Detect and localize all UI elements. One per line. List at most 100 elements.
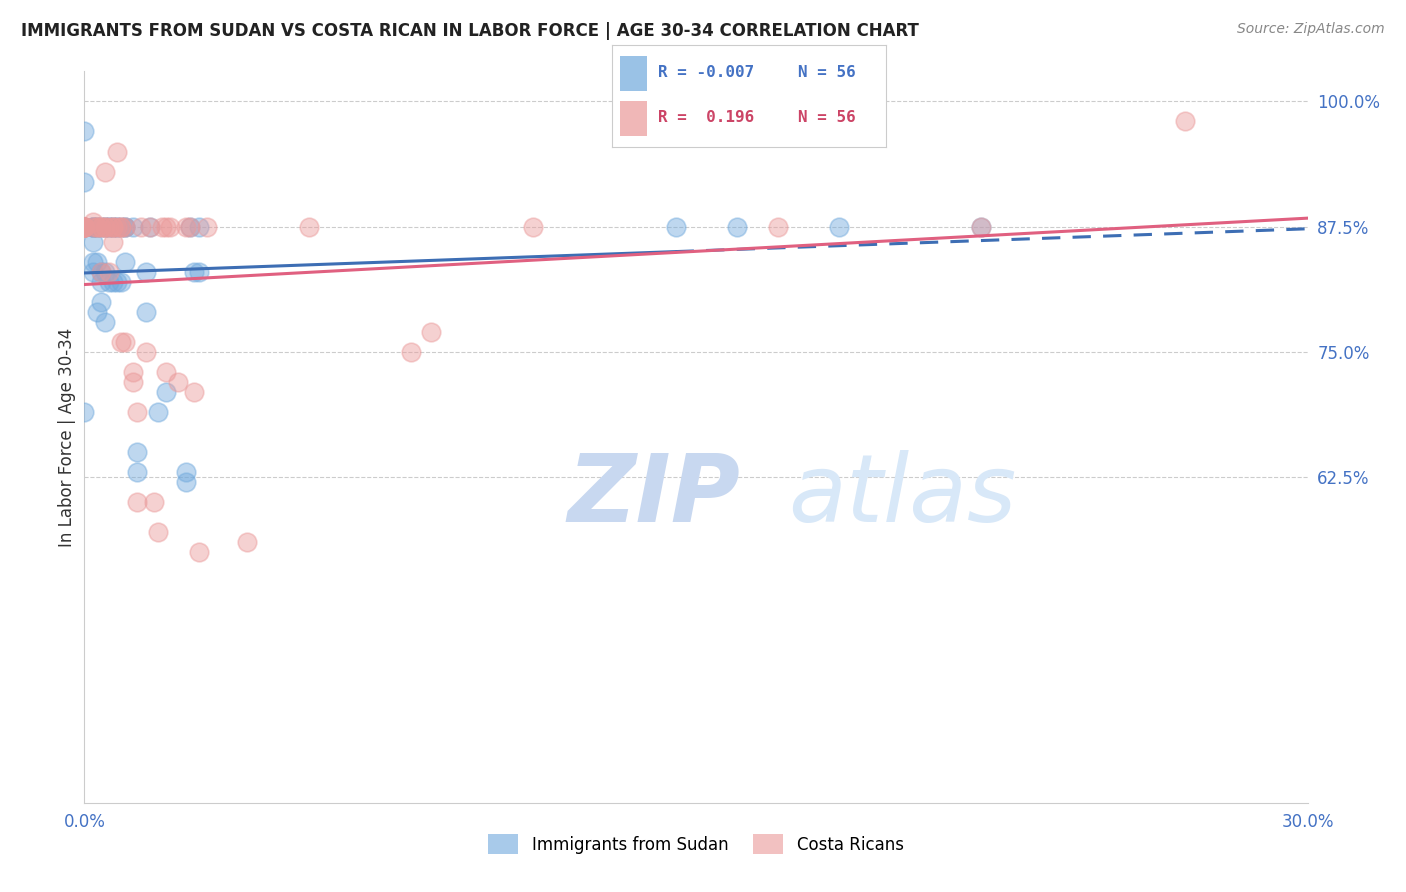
Point [146, 525, 169, 540]
Point [110, 219, 132, 234]
Point [82, 214, 104, 228]
Point [138, 219, 160, 234]
Point [105, 219, 128, 234]
Point [73, 405, 96, 419]
Point [86, 219, 108, 234]
Point [93, 164, 115, 178]
Point [174, 475, 197, 490]
Point [195, 219, 218, 234]
Text: atlas: atlas [787, 450, 1017, 541]
Point [101, 219, 124, 234]
Point [146, 405, 169, 419]
Point [101, 219, 124, 234]
Point [298, 219, 321, 234]
Point [236, 535, 259, 549]
Point [82, 219, 104, 234]
Point [1174, 114, 1197, 128]
Point [114, 219, 136, 234]
Point [110, 219, 132, 234]
Point [828, 219, 851, 234]
Point [101, 235, 124, 249]
Point [90, 265, 112, 279]
Point [970, 219, 993, 234]
Point [82, 254, 104, 268]
Point [105, 275, 128, 289]
Point [127, 405, 149, 419]
Point [138, 219, 160, 234]
Point [110, 219, 132, 234]
Point [122, 219, 145, 234]
Point [90, 219, 112, 234]
Point [114, 219, 136, 234]
Point [97, 275, 120, 289]
Text: R =  0.196: R = 0.196 [658, 110, 755, 125]
Point [159, 219, 181, 234]
Text: R = -0.007: R = -0.007 [658, 65, 755, 79]
Point [93, 219, 115, 234]
Text: IMMIGRANTS FROM SUDAN VS COSTA RICAN IN LABOR FORCE | AGE 30-34 CORRELATION CHAR: IMMIGRANTS FROM SUDAN VS COSTA RICAN IN … [21, 22, 920, 40]
Point [665, 219, 688, 234]
Bar [620, 56, 647, 91]
Point [127, 495, 149, 509]
Point [179, 219, 201, 234]
Point [73, 219, 96, 234]
Point [101, 219, 124, 234]
Point [73, 219, 96, 234]
Point [187, 545, 209, 559]
Point [183, 265, 205, 279]
Point [135, 305, 157, 319]
Point [135, 345, 157, 359]
Bar [620, 101, 647, 136]
Point [155, 219, 177, 234]
Point [970, 219, 993, 234]
Point [127, 465, 149, 479]
Point [97, 219, 120, 234]
Point [97, 219, 120, 234]
Point [420, 325, 443, 339]
Point [155, 384, 177, 399]
Point [86, 305, 108, 319]
Text: Source: ZipAtlas.com: Source: ZipAtlas.com [1237, 22, 1385, 37]
Point [174, 465, 197, 479]
Point [86, 219, 108, 234]
Point [90, 265, 112, 279]
Point [110, 334, 132, 349]
Point [105, 219, 128, 234]
Point [131, 219, 153, 234]
Point [135, 265, 157, 279]
Point [167, 375, 190, 389]
Point [86, 254, 108, 268]
Point [73, 219, 96, 234]
Point [150, 219, 173, 234]
Point [97, 265, 120, 279]
Point [73, 219, 96, 234]
Point [93, 219, 115, 234]
Text: ZIP: ZIP [568, 450, 741, 541]
Point [97, 219, 120, 234]
Point [114, 334, 136, 349]
Text: N = 56: N = 56 [799, 65, 856, 79]
Point [82, 219, 104, 234]
Point [73, 219, 96, 234]
Point [73, 219, 96, 234]
Point [82, 265, 104, 279]
Point [90, 219, 112, 234]
Text: N = 56: N = 56 [799, 110, 856, 125]
Point [90, 294, 112, 309]
Point [187, 219, 209, 234]
Point [93, 219, 115, 234]
Point [127, 445, 149, 459]
Point [93, 265, 115, 279]
Point [82, 219, 104, 234]
Point [86, 219, 108, 234]
Point [725, 219, 748, 234]
Point [399, 345, 422, 359]
Point [73, 175, 96, 189]
Point [86, 219, 108, 234]
Point [82, 235, 104, 249]
Point [114, 219, 136, 234]
Point [73, 124, 96, 138]
Legend: Immigrants from Sudan, Costa Ricans: Immigrants from Sudan, Costa Ricans [482, 828, 910, 860]
Point [73, 219, 96, 234]
Point [114, 254, 136, 268]
